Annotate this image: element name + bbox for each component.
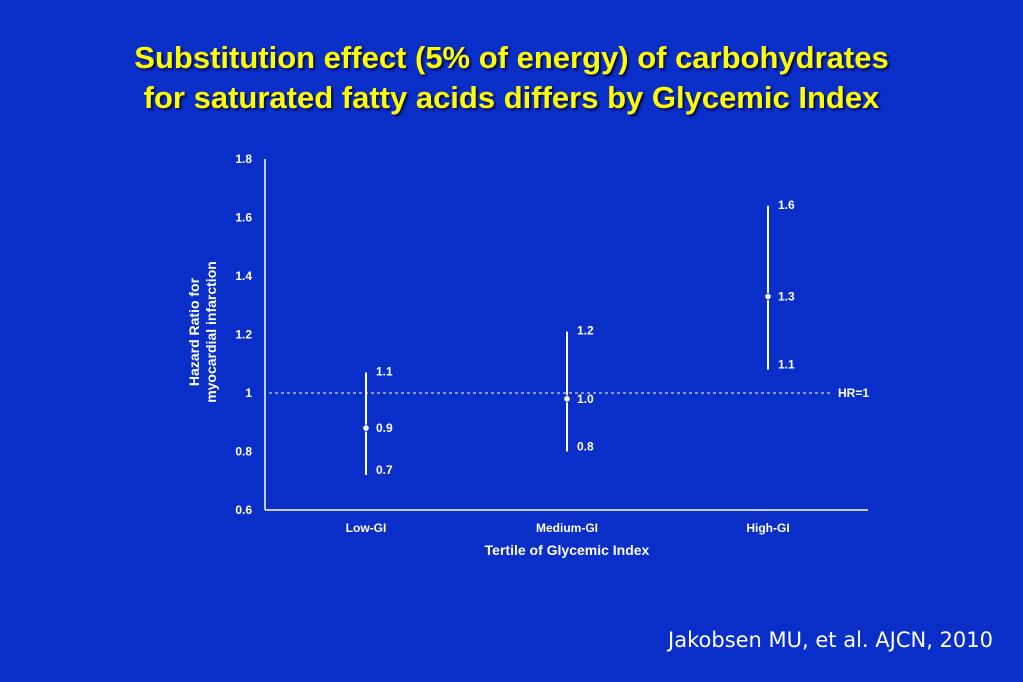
y-tick-label: 1.4 [235, 269, 252, 283]
citation: Jakobsen MU, et al. AJCN, 2010 [668, 628, 993, 652]
y-tick-label: 0.6 [235, 503, 252, 517]
estimate-point [563, 395, 571, 403]
reference-line-group: HR=1 [269, 386, 869, 400]
estimate-point [362, 424, 370, 432]
upper-bound-label: 1.6 [778, 198, 795, 212]
upper-bound-label: 1.2 [577, 324, 594, 338]
estimate-point [764, 292, 772, 301]
estimate-label: 1.0 [577, 392, 594, 406]
y-tick-label: 0.8 [235, 445, 252, 459]
title-line-1: Substitution effect (5% of energy) of ca… [134, 40, 889, 75]
y-tick-labels: 0.6 0.8 1 1.2 1.4 1.6 1.8 [235, 152, 252, 517]
y-tick-label: 1.2 [235, 328, 252, 342]
title-line-2: for saturated fatty acids differs by Gly… [143, 80, 880, 115]
upper-bound-label: 1.1 [376, 365, 393, 379]
estimate-label: 0.9 [376, 421, 393, 435]
x-tick-label: Medium-GI [536, 521, 598, 535]
y-tick-label: 1.8 [235, 152, 252, 166]
data-marks: 1.1 0.9 0.7 1.2 1.0 0.8 1.6 1.3 1.1 [362, 198, 795, 477]
reference-line-label: HR=1 [838, 386, 869, 400]
x-axis-title: Tertile of Glycemic Index [485, 542, 650, 558]
slide-title: Substitution effect (5% of energy) of ca… [0, 38, 1023, 118]
x-tick-label: High-GI [746, 521, 789, 535]
lower-bound-label: 0.7 [376, 463, 393, 477]
estimate-label: 1.3 [778, 289, 795, 303]
y-axis-title-line-2: myocardial infarction [203, 261, 219, 403]
y-axis-title-line-1: Hazard Ratio for [186, 277, 202, 386]
chart-axes [264, 159, 868, 511]
y-tick-label: 1 [245, 386, 252, 400]
y-tick-label: 1.6 [235, 211, 252, 225]
x-tick-label: Low-GI [346, 521, 387, 535]
lower-bound-label: 1.1 [778, 358, 795, 372]
lower-bound-label: 0.8 [577, 440, 594, 454]
x-tick-labels: Low-GI Medium-GI High-GI [346, 521, 790, 535]
